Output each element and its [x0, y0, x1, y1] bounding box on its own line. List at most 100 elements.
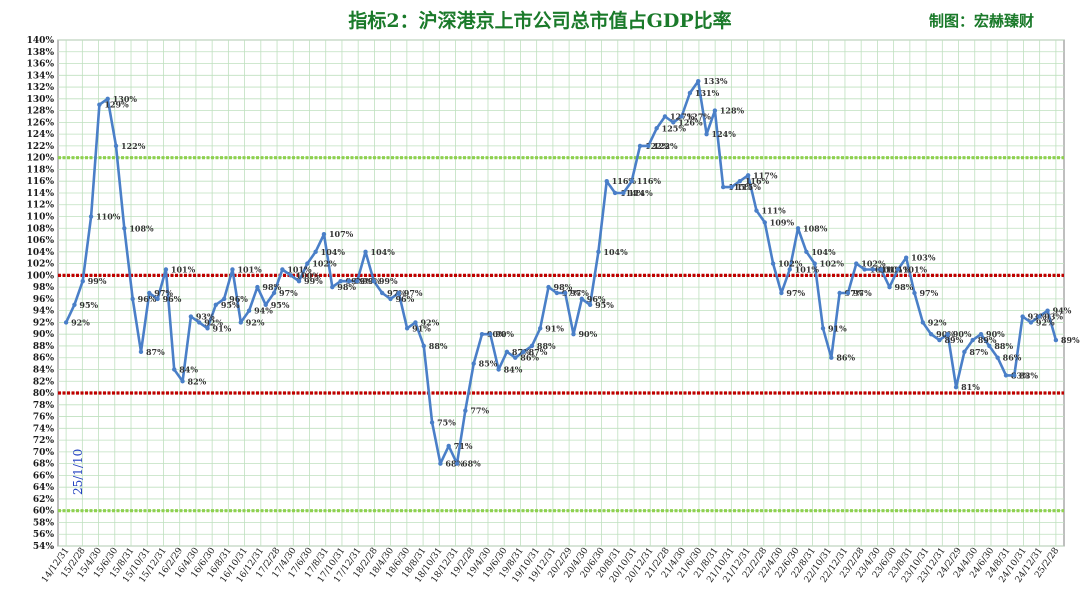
data-label: 95% [79, 300, 98, 310]
y-tick-label: 102% [27, 260, 55, 270]
data-point [637, 143, 643, 149]
data-label: 95% [271, 300, 290, 310]
data-label: 97% [279, 288, 298, 298]
data-label: 99% [379, 276, 398, 286]
data-label: 92% [204, 317, 223, 327]
y-tick-label: 70% [33, 448, 55, 458]
data-point [404, 326, 410, 331]
data-label: 89% [1061, 335, 1080, 345]
data-label: 81% [961, 382, 980, 392]
data-label: 101% [878, 264, 903, 274]
data-point [346, 279, 352, 284]
data-point [1003, 373, 1009, 378]
data-point [188, 314, 194, 319]
data-label: 114% [620, 188, 645, 198]
data-label: 98% [337, 282, 356, 292]
data-point [795, 226, 801, 231]
data-label: 128% [720, 106, 745, 116]
y-tick-label: 120% [27, 154, 55, 164]
data-point [246, 308, 252, 313]
data-point [870, 267, 876, 272]
data-point [263, 302, 268, 307]
data-label: 133% [703, 76, 728, 86]
data-label: 99% [304, 276, 323, 286]
y-tick-label: 118% [27, 165, 55, 175]
data-label: 126% [678, 117, 703, 127]
data-point [479, 331, 485, 337]
data-label: 91% [412, 323, 431, 333]
y-tick-label: 132% [27, 83, 55, 93]
data-point [920, 320, 926, 325]
data-point [546, 284, 551, 290]
data-label: 101% [287, 264, 312, 274]
y-tick-label: 112% [27, 201, 55, 211]
data-point [63, 320, 69, 325]
data-point [1045, 308, 1050, 313]
data-point [1037, 314, 1042, 319]
data-label: 104% [603, 247, 628, 257]
data-point [862, 267, 867, 272]
data-label: 97% [154, 288, 173, 298]
data-label: 97% [853, 288, 872, 298]
data-point [629, 179, 634, 184]
data-point [995, 355, 1000, 360]
data-label: 86% [520, 353, 539, 363]
data-point [978, 331, 984, 337]
data-point [745, 173, 751, 178]
data-label: 101% [171, 264, 196, 274]
y-tick-label: 140% [27, 36, 55, 46]
data-label: 127% [687, 111, 712, 121]
data-label: 129% [104, 100, 129, 110]
data-label: 98% [262, 282, 281, 292]
data-point [313, 249, 318, 255]
data-label: 92% [1036, 317, 1055, 327]
data-label: 92% [246, 317, 265, 327]
data-point [754, 208, 759, 213]
data-label: 108% [803, 223, 828, 233]
y-tick-label: 60% [33, 507, 55, 517]
data-label: 102% [861, 259, 886, 269]
data-label: 75% [437, 417, 456, 427]
data-label: 122% [645, 141, 670, 151]
y-tick-label: 66% [33, 471, 55, 481]
data-point [147, 290, 152, 296]
data-point [837, 290, 842, 296]
data-label: 104% [321, 247, 346, 257]
y-tick-label: 128% [27, 107, 55, 117]
y-tick-label: 76% [33, 413, 55, 423]
data-label: 100% [296, 270, 321, 280]
data-point [288, 273, 293, 278]
data-label: 122% [653, 141, 678, 151]
data-point [105, 96, 110, 102]
y-tick-label: 134% [27, 71, 55, 81]
data-point [953, 384, 959, 390]
y-tick-label: 104% [27, 248, 55, 258]
data-label: 104% [371, 247, 396, 257]
data-label: 98% [895, 282, 914, 292]
data-label: 99% [88, 276, 107, 286]
data-point [571, 331, 576, 337]
data-label: 110% [96, 212, 121, 222]
data-label: 102% [312, 259, 337, 269]
data-point [388, 296, 393, 302]
data-point [987, 343, 992, 349]
data-point [945, 331, 950, 337]
data-label: 108% [129, 223, 154, 233]
y-tick-label: 56% [33, 530, 55, 540]
chart-annotation: 25/1/10 [71, 449, 85, 495]
data-label: 84% [179, 364, 198, 374]
data-point [671, 120, 676, 125]
data-point [280, 267, 285, 272]
data-label: 104% [811, 247, 836, 257]
y-tick-label: 114% [27, 189, 55, 199]
data-label: 82% [188, 376, 207, 386]
data-label: 96% [163, 294, 182, 304]
data-point [704, 131, 709, 137]
data-label: 88% [994, 341, 1013, 351]
data-label: 117% [753, 170, 778, 180]
y-tick-label: 86% [33, 354, 55, 364]
data-point [80, 279, 85, 284]
data-label: 92% [928, 317, 947, 327]
data-label: 124% [712, 129, 737, 139]
y-tick-label: 88% [33, 342, 55, 352]
